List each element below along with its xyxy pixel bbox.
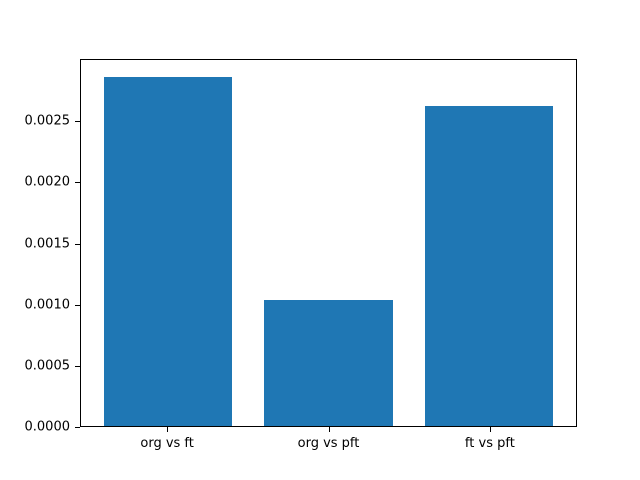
y-tick-mark — [75, 365, 80, 367]
y-tick-mark — [75, 243, 80, 245]
x-tick-mark — [489, 427, 491, 432]
x-tick-label: org vs ft — [140, 436, 194, 451]
bar-org-vs-ft — [103, 77, 233, 426]
x-tick-mark — [167, 427, 169, 432]
y-tick-label: 0.0015 — [24, 236, 71, 252]
y-tick-label: 0.0020 — [24, 174, 71, 190]
x-tick-mark — [328, 427, 330, 432]
bar-org-vs-pft — [264, 299, 393, 426]
x-tick-label: ft vs pft — [464, 436, 515, 451]
x-tick-label: org vs pft — [297, 436, 360, 451]
y-tick-mark — [75, 427, 80, 428]
plot-area — [80, 59, 577, 427]
y-tick-mark — [75, 304, 80, 306]
y-tick-label: 0.0025 — [24, 113, 71, 129]
y-tick-mark — [75, 182, 80, 184]
y-tick-label: 0.0010 — [24, 297, 71, 313]
y-tick-label: 0.0000 — [24, 419, 71, 435]
y-tick-mark — [75, 121, 80, 123]
y-tick-label: 0.0005 — [24, 358, 71, 374]
bar-ft-vs-pft — [424, 106, 554, 426]
